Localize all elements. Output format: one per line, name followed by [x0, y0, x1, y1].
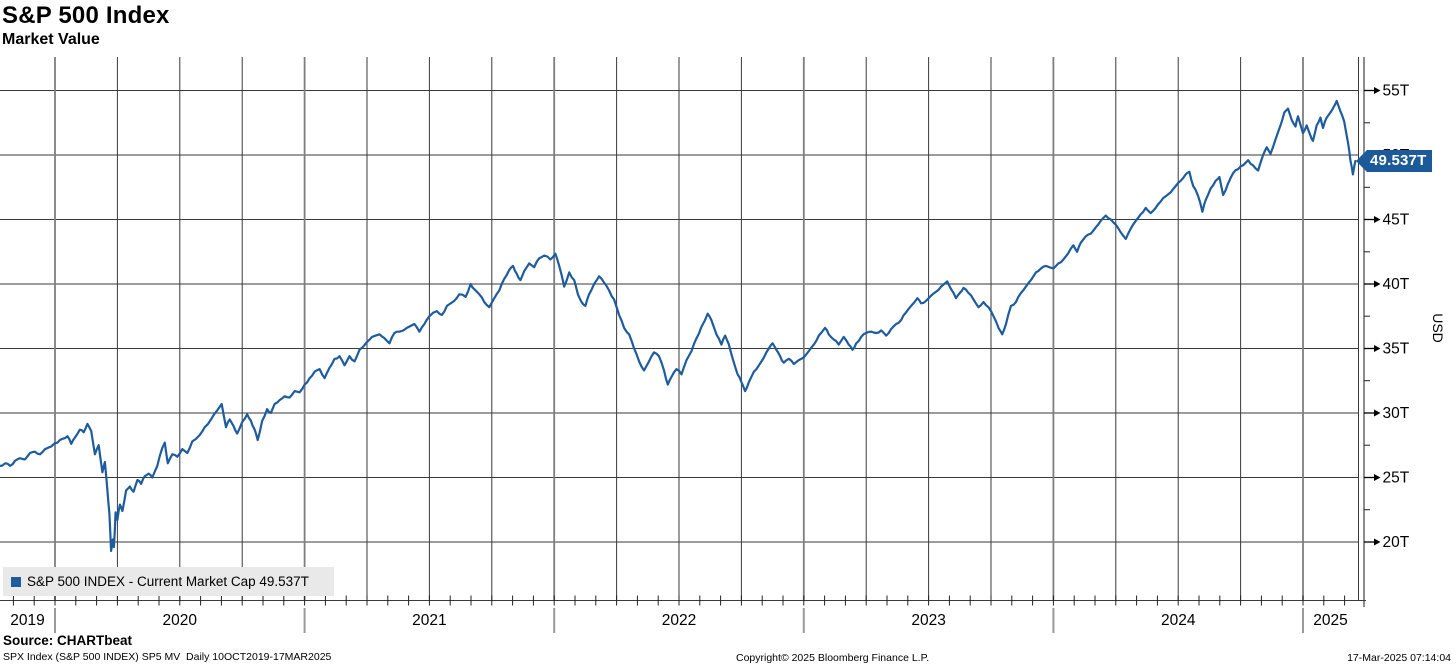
x-tick-label: 2019 [10, 612, 44, 629]
y-tick-label: 30T [1383, 405, 1410, 422]
x-tick-label: 2021 [412, 612, 446, 629]
y-tick-arrow-icon [1374, 87, 1381, 95]
y-tick-label: 35T [1383, 341, 1410, 358]
y-tick-arrow-icon [1374, 344, 1381, 352]
last-price-tag: 49.537T [1356, 150, 1433, 172]
timestamp: 17-Mar-2025 07:14:04 [1347, 652, 1451, 664]
x-tick-label: 2024 [1161, 612, 1196, 629]
y-tick-label: 40T [1383, 276, 1410, 293]
y-tick-arrow-icon [1374, 538, 1381, 546]
last-price-value: 49.537T [1367, 150, 1433, 172]
tag-arrow-icon [1356, 150, 1367, 172]
y-tick-label: 55T [1383, 83, 1410, 100]
copyright-line: Copyright© 2025 Bloomberg Finance L.P. [736, 652, 930, 664]
chart-descriptor: SPX Index (S&P 500 INDEX) SP5 MV Daily 1… [3, 651, 332, 663]
page-subtitle: Market Value [2, 31, 100, 48]
y-tick-arrow-icon [1374, 280, 1381, 288]
page-title: S&P 500 Index [2, 2, 170, 29]
y-tick-label: 25T [1383, 470, 1410, 487]
y-tick-arrow-icon [1374, 216, 1381, 224]
y-axis-unit-label: USD [1430, 313, 1446, 343]
y-tick-arrow-icon [1374, 409, 1381, 417]
y-tick-label: 45T [1383, 212, 1410, 229]
legend-label: S&P 500 INDEX - Current Market Cap 49.53… [27, 574, 309, 589]
x-tick-label: 2025 [1313, 612, 1347, 629]
price-line [0, 99, 1357, 553]
source-line: Source: CHARTbeat [3, 633, 133, 648]
y-tick-arrow-icon [1374, 473, 1381, 481]
y-tick-label: 20T [1383, 534, 1410, 551]
legend: S&P 500 INDEX - Current Market Cap 49.53… [3, 567, 334, 596]
legend-swatch-icon [11, 576, 21, 587]
x-tick-label: 2020 [163, 612, 198, 629]
x-tick-label: 2023 [911, 612, 945, 629]
x-tick-label: 2022 [662, 612, 696, 629]
